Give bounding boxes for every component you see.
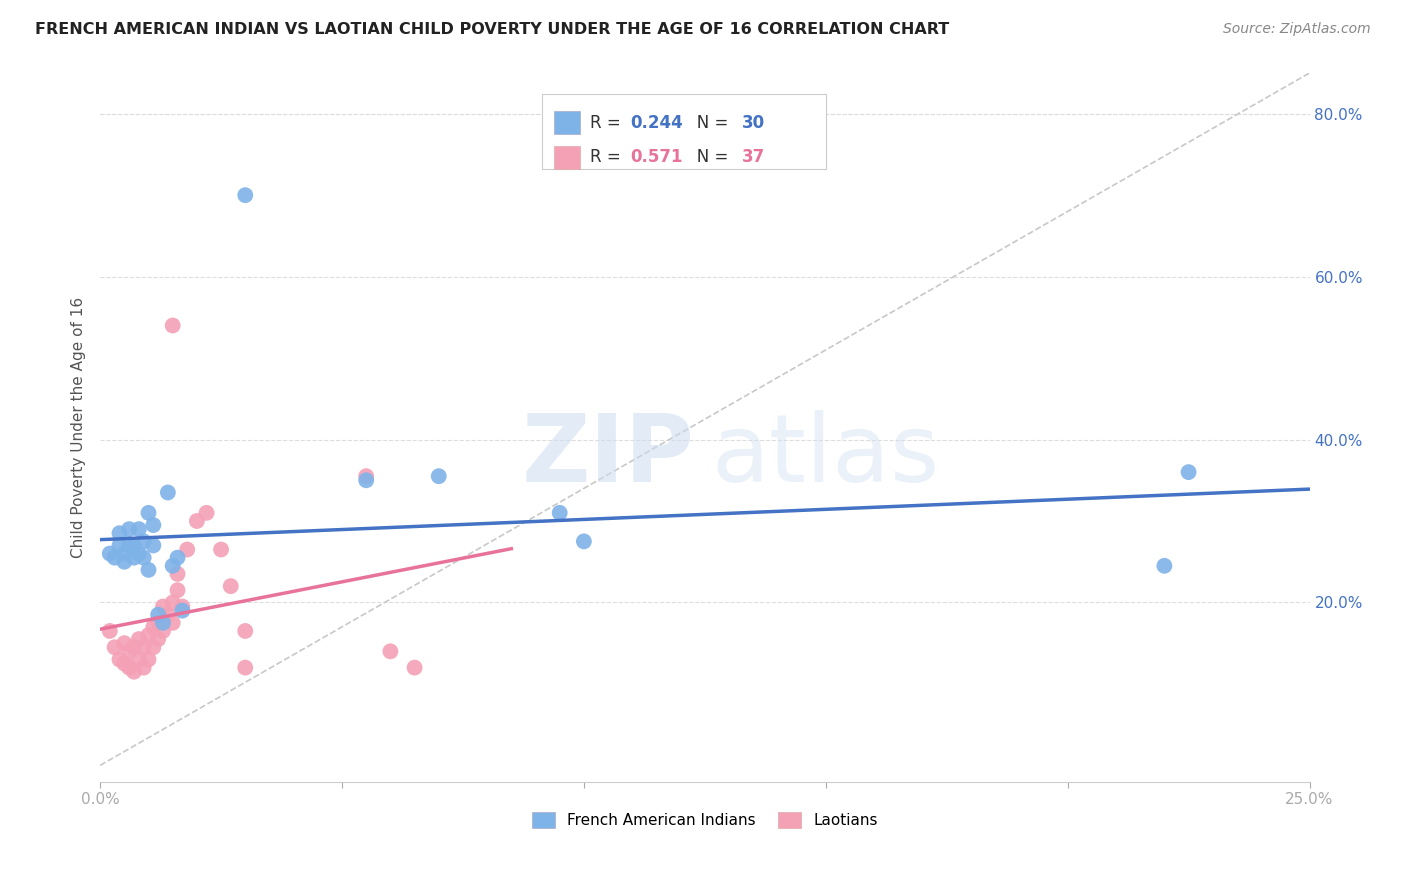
Point — [132, 660, 155, 674]
Point — [354, 473, 377, 487]
Point — [219, 579, 242, 593]
Point — [427, 469, 450, 483]
Point — [128, 632, 150, 646]
FancyBboxPatch shape — [541, 95, 825, 169]
Text: Source: ZipAtlas.com: Source: ZipAtlas.com — [1223, 22, 1371, 37]
Point — [138, 563, 160, 577]
Point — [128, 522, 150, 536]
Point — [138, 628, 160, 642]
Point — [1153, 558, 1175, 573]
Text: 0.571: 0.571 — [630, 148, 682, 167]
Point — [380, 644, 402, 658]
Point — [104, 640, 127, 655]
Point — [142, 538, 165, 552]
Y-axis label: Child Poverty Under the Age of 16: Child Poverty Under the Age of 16 — [72, 297, 86, 558]
Text: R =: R = — [591, 148, 626, 167]
Point — [156, 485, 179, 500]
Point — [112, 636, 135, 650]
Point — [132, 534, 155, 549]
Point — [118, 660, 141, 674]
Point — [108, 652, 131, 666]
Point — [112, 657, 135, 671]
Point — [118, 644, 141, 658]
Text: R =: R = — [591, 113, 626, 131]
Point — [118, 538, 141, 552]
Point — [233, 188, 256, 202]
Point — [122, 550, 145, 565]
Point — [354, 469, 377, 483]
Point — [108, 538, 131, 552]
Point — [162, 615, 184, 630]
Point — [176, 542, 198, 557]
Point — [156, 607, 179, 622]
Text: N =: N = — [681, 148, 734, 167]
Point — [172, 599, 194, 614]
Point — [152, 599, 174, 614]
Point — [142, 518, 165, 533]
Point — [98, 624, 121, 638]
Point — [195, 506, 218, 520]
Point — [122, 665, 145, 679]
Legend: French American Indians, Laotians: French American Indians, Laotians — [526, 806, 884, 834]
Point — [162, 318, 184, 333]
Point — [186, 514, 208, 528]
Point — [112, 547, 135, 561]
Point — [233, 660, 256, 674]
Point — [138, 652, 160, 666]
Text: 37: 37 — [742, 148, 765, 167]
Point — [166, 550, 188, 565]
Point — [132, 550, 155, 565]
Point — [142, 620, 165, 634]
Point — [118, 522, 141, 536]
Point — [148, 632, 170, 646]
Text: ZIP: ZIP — [522, 409, 695, 501]
Point — [162, 595, 184, 609]
Point — [148, 615, 170, 630]
Text: 30: 30 — [742, 113, 765, 131]
Point — [104, 550, 127, 565]
Point — [112, 555, 135, 569]
Point — [148, 607, 170, 622]
FancyBboxPatch shape — [554, 146, 581, 169]
Point — [138, 506, 160, 520]
Point — [166, 583, 188, 598]
Point — [98, 547, 121, 561]
Text: atlas: atlas — [711, 409, 939, 501]
Text: N =: N = — [681, 113, 734, 131]
Point — [132, 640, 155, 655]
Point — [172, 604, 194, 618]
Text: 0.244: 0.244 — [630, 113, 682, 131]
Point — [166, 566, 188, 581]
Point — [209, 542, 232, 557]
Point — [548, 506, 571, 520]
Point — [404, 660, 426, 674]
Point — [108, 526, 131, 541]
Point — [233, 624, 256, 638]
Point — [572, 534, 595, 549]
Point — [152, 615, 174, 630]
Text: FRENCH AMERICAN INDIAN VS LAOTIAN CHILD POVERTY UNDER THE AGE OF 16 CORRELATION : FRENCH AMERICAN INDIAN VS LAOTIAN CHILD … — [35, 22, 949, 37]
Point — [142, 640, 165, 655]
Point — [122, 538, 145, 552]
Point — [128, 652, 150, 666]
Point — [128, 547, 150, 561]
Point — [152, 624, 174, 638]
Point — [1177, 465, 1199, 479]
FancyBboxPatch shape — [554, 112, 581, 134]
Point — [122, 640, 145, 655]
Point — [162, 558, 184, 573]
